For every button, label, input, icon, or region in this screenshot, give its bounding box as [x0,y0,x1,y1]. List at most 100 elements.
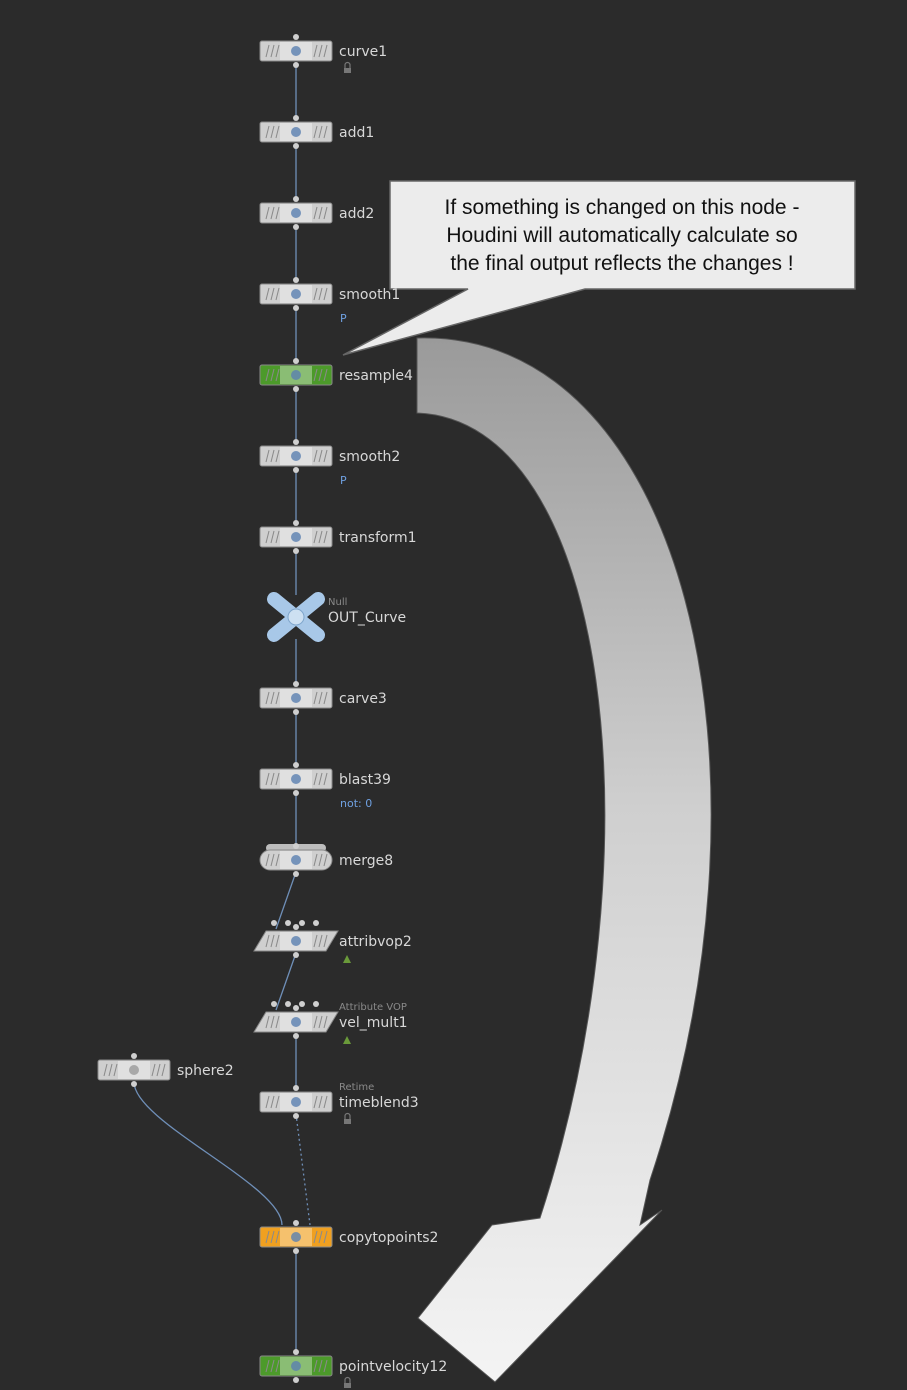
node-smooth2[interactable]: smooth2 P [259,439,400,487]
output-connector[interactable] [293,1248,299,1254]
node-timeblend3[interactable]: timeblend3 Retime [259,1082,419,1124]
input-connector[interactable] [293,1005,299,1011]
vop-input-dot[interactable] [299,920,305,926]
output-connector[interactable] [131,1081,137,1087]
node-label: resample4 [339,368,413,384]
input-connector[interactable] [293,843,299,849]
node-label: carve3 [339,691,387,707]
node-label: pointvelocity12 [339,1359,447,1375]
node-label: sphere2 [177,1063,234,1079]
node-label: smooth1 [339,287,400,303]
output-connector[interactable] [293,467,299,473]
node-pointvelocity12[interactable]: pointvelocity12 [259,1349,447,1388]
copy-icon [280,1228,312,1246]
input-connector[interactable] [293,115,299,121]
output-connector[interactable] [293,952,299,958]
callout-bubble: If something is changed on this node - H… [342,180,856,356]
sphere-icon [118,1061,150,1079]
node-sphere2[interactable]: sphere2 [97,1053,234,1087]
output-connector[interactable] [293,871,299,877]
curve-icon [280,42,312,60]
output-connector[interactable] [293,1377,299,1383]
node-carve3[interactable]: carve3 [259,681,387,715]
output-connector[interactable] [293,709,299,715]
lock-icon [344,61,351,73]
input-connector[interactable] [293,924,299,930]
input-connector[interactable] [293,1220,299,1226]
blast-icon [280,770,312,788]
node-add2[interactable]: add2 [259,196,374,230]
input-connector[interactable] [293,196,299,202]
node-add1[interactable]: add1 [259,115,374,149]
vop-input-dot[interactable] [313,920,319,926]
input-connector[interactable] [131,1053,137,1059]
curved-arrow [416,337,712,1383]
input-connector[interactable] [293,762,299,768]
vop-icon [280,932,312,950]
output-connector[interactable] [293,790,299,796]
vop-input-dot[interactable] [313,1001,319,1007]
wire-merge8-attribvop2[interactable] [275,871,297,930]
output-connector[interactable] [293,548,299,554]
node-label: smooth2 [339,449,400,465]
node-curve1[interactable]: curve1 [259,34,387,73]
vop-badge-icon [343,1036,351,1044]
smooth-icon [280,285,312,303]
merge-icon [280,851,312,869]
node-copytopoints2[interactable]: copytopoints2 [259,1220,438,1254]
node-out_curve[interactable]: OUT_Curve Null [267,592,406,642]
timeblend-icon [280,1093,312,1111]
vop-input-dot[interactable] [271,1001,277,1007]
node-type-label: Retime [339,1082,374,1093]
output-connector[interactable] [293,1113,299,1119]
input-connector[interactable] [293,681,299,687]
resample-icon [280,366,312,384]
output-connector[interactable] [293,386,299,392]
node-label: merge8 [339,853,393,869]
velocity-icon [280,1357,312,1375]
node-label: OUT_Curve [328,610,406,626]
input-connector[interactable] [293,439,299,445]
wire-attribvop2-vel_mult1[interactable] [275,952,297,1011]
vop-input-dot[interactable] [299,1001,305,1007]
node-attribvop2[interactable]: attribvop2 [253,920,412,963]
input-connector[interactable] [293,358,299,364]
node-type-label: Attribute VOP [339,1002,407,1013]
output-connector[interactable] [293,143,299,149]
callout-line-3: the final output reflects the changes ! [450,252,793,275]
wire-timeblend3-copytopoints2[interactable] [295,1113,311,1226]
node-transform1[interactable]: transform1 [259,520,417,554]
input-connector[interactable] [293,277,299,283]
vop-input-dot[interactable] [285,920,291,926]
input-connector[interactable] [293,520,299,526]
node-label: add1 [339,125,374,141]
callout-line-1: If something is changed on this node - [445,196,800,219]
output-connector[interactable] [293,224,299,230]
node-blast39[interactable]: blast39 not: 0 [259,762,391,810]
add-icon [280,123,312,141]
input-connector[interactable] [293,1349,299,1355]
vop-input-dot[interactable] [271,920,277,926]
transform-icon [280,528,312,546]
node-merge8[interactable]: merge8 [259,843,393,877]
vop-badge-icon [343,955,351,963]
node-label: add2 [339,206,374,222]
input-connector[interactable] [293,34,299,40]
wires-layer [133,63,311,1354]
node-resample4[interactable]: resample4 [259,358,413,392]
output-connector[interactable] [293,305,299,311]
output-connector[interactable] [293,62,299,68]
node-flag: P [340,474,347,487]
smooth-icon [280,447,312,465]
node-smooth1[interactable]: smooth1 P [259,277,400,325]
node-vel_mult1[interactable]: vel_mult1 Attribute VOP [253,1001,408,1044]
vop-input-dot[interactable] [285,1001,291,1007]
node-flag: not: 0 [340,797,372,810]
input-connector[interactable] [293,1085,299,1091]
node-flag: P [340,312,347,325]
wire-sphere2-copytopoints2[interactable] [133,1081,283,1226]
output-connector[interactable] [293,1033,299,1039]
node-label: curve1 [339,44,387,60]
